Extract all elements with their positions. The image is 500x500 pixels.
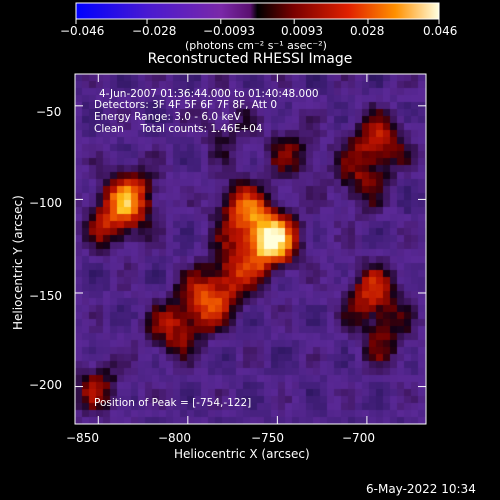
- x-tick-label: −850: [66, 431, 99, 445]
- colorbar-tick-label: 0.046: [423, 24, 458, 38]
- y-tick-label: −50: [36, 105, 62, 119]
- energy-range-annotation: Energy Range: 3.0 - 6.0 keV: [94, 111, 241, 123]
- y-axis-label: Heliocentric Y (arcsec): [11, 195, 25, 330]
- colorbar-gradient: [75, 2, 440, 20]
- x-tick-label: −750: [251, 431, 284, 445]
- y-tick-label: −200: [29, 378, 62, 392]
- x-tick-label: −700: [342, 431, 375, 445]
- peak-position-annotation: Position of Peak = [-754,-122]: [94, 397, 252, 409]
- plot-frame: [74, 73, 427, 425]
- colorbar-units-label: (photons cm⁻² s⁻¹ asec⁻²): [185, 39, 327, 52]
- colorbar-tick-label: 0.0093: [281, 24, 323, 38]
- y-tick-label: −100: [29, 196, 62, 210]
- date-stamp: 6-May-2022 10:34: [366, 482, 476, 496]
- chart-title: Reconstructed RHESSI Image: [147, 51, 353, 67]
- colorbar: [75, 2, 440, 24]
- colorbar-tick-label: 0.028: [350, 24, 385, 38]
- detectors-annotation: Detectors: 3F 4F 5F 6F 7F 8F, Att 0: [94, 99, 278, 111]
- x-tick-label: −800: [158, 431, 191, 445]
- colorbar-tick-label: −0.046: [60, 24, 105, 38]
- x-axis-label: Heliocentric X (arcsec): [174, 447, 310, 461]
- colorbar-tick-label: −0.028: [132, 24, 177, 38]
- time-range-annotation: 4-Jun-2007 01:36:44.000 to 01:40:48.000: [99, 88, 319, 100]
- heatmap-image: [75, 74, 426, 424]
- method-counts-annotation: Clean Total counts: 1.46E+04: [94, 123, 263, 135]
- colorbar-tick-label: −0.0093: [203, 24, 256, 38]
- y-tick-label: −150: [29, 289, 62, 303]
